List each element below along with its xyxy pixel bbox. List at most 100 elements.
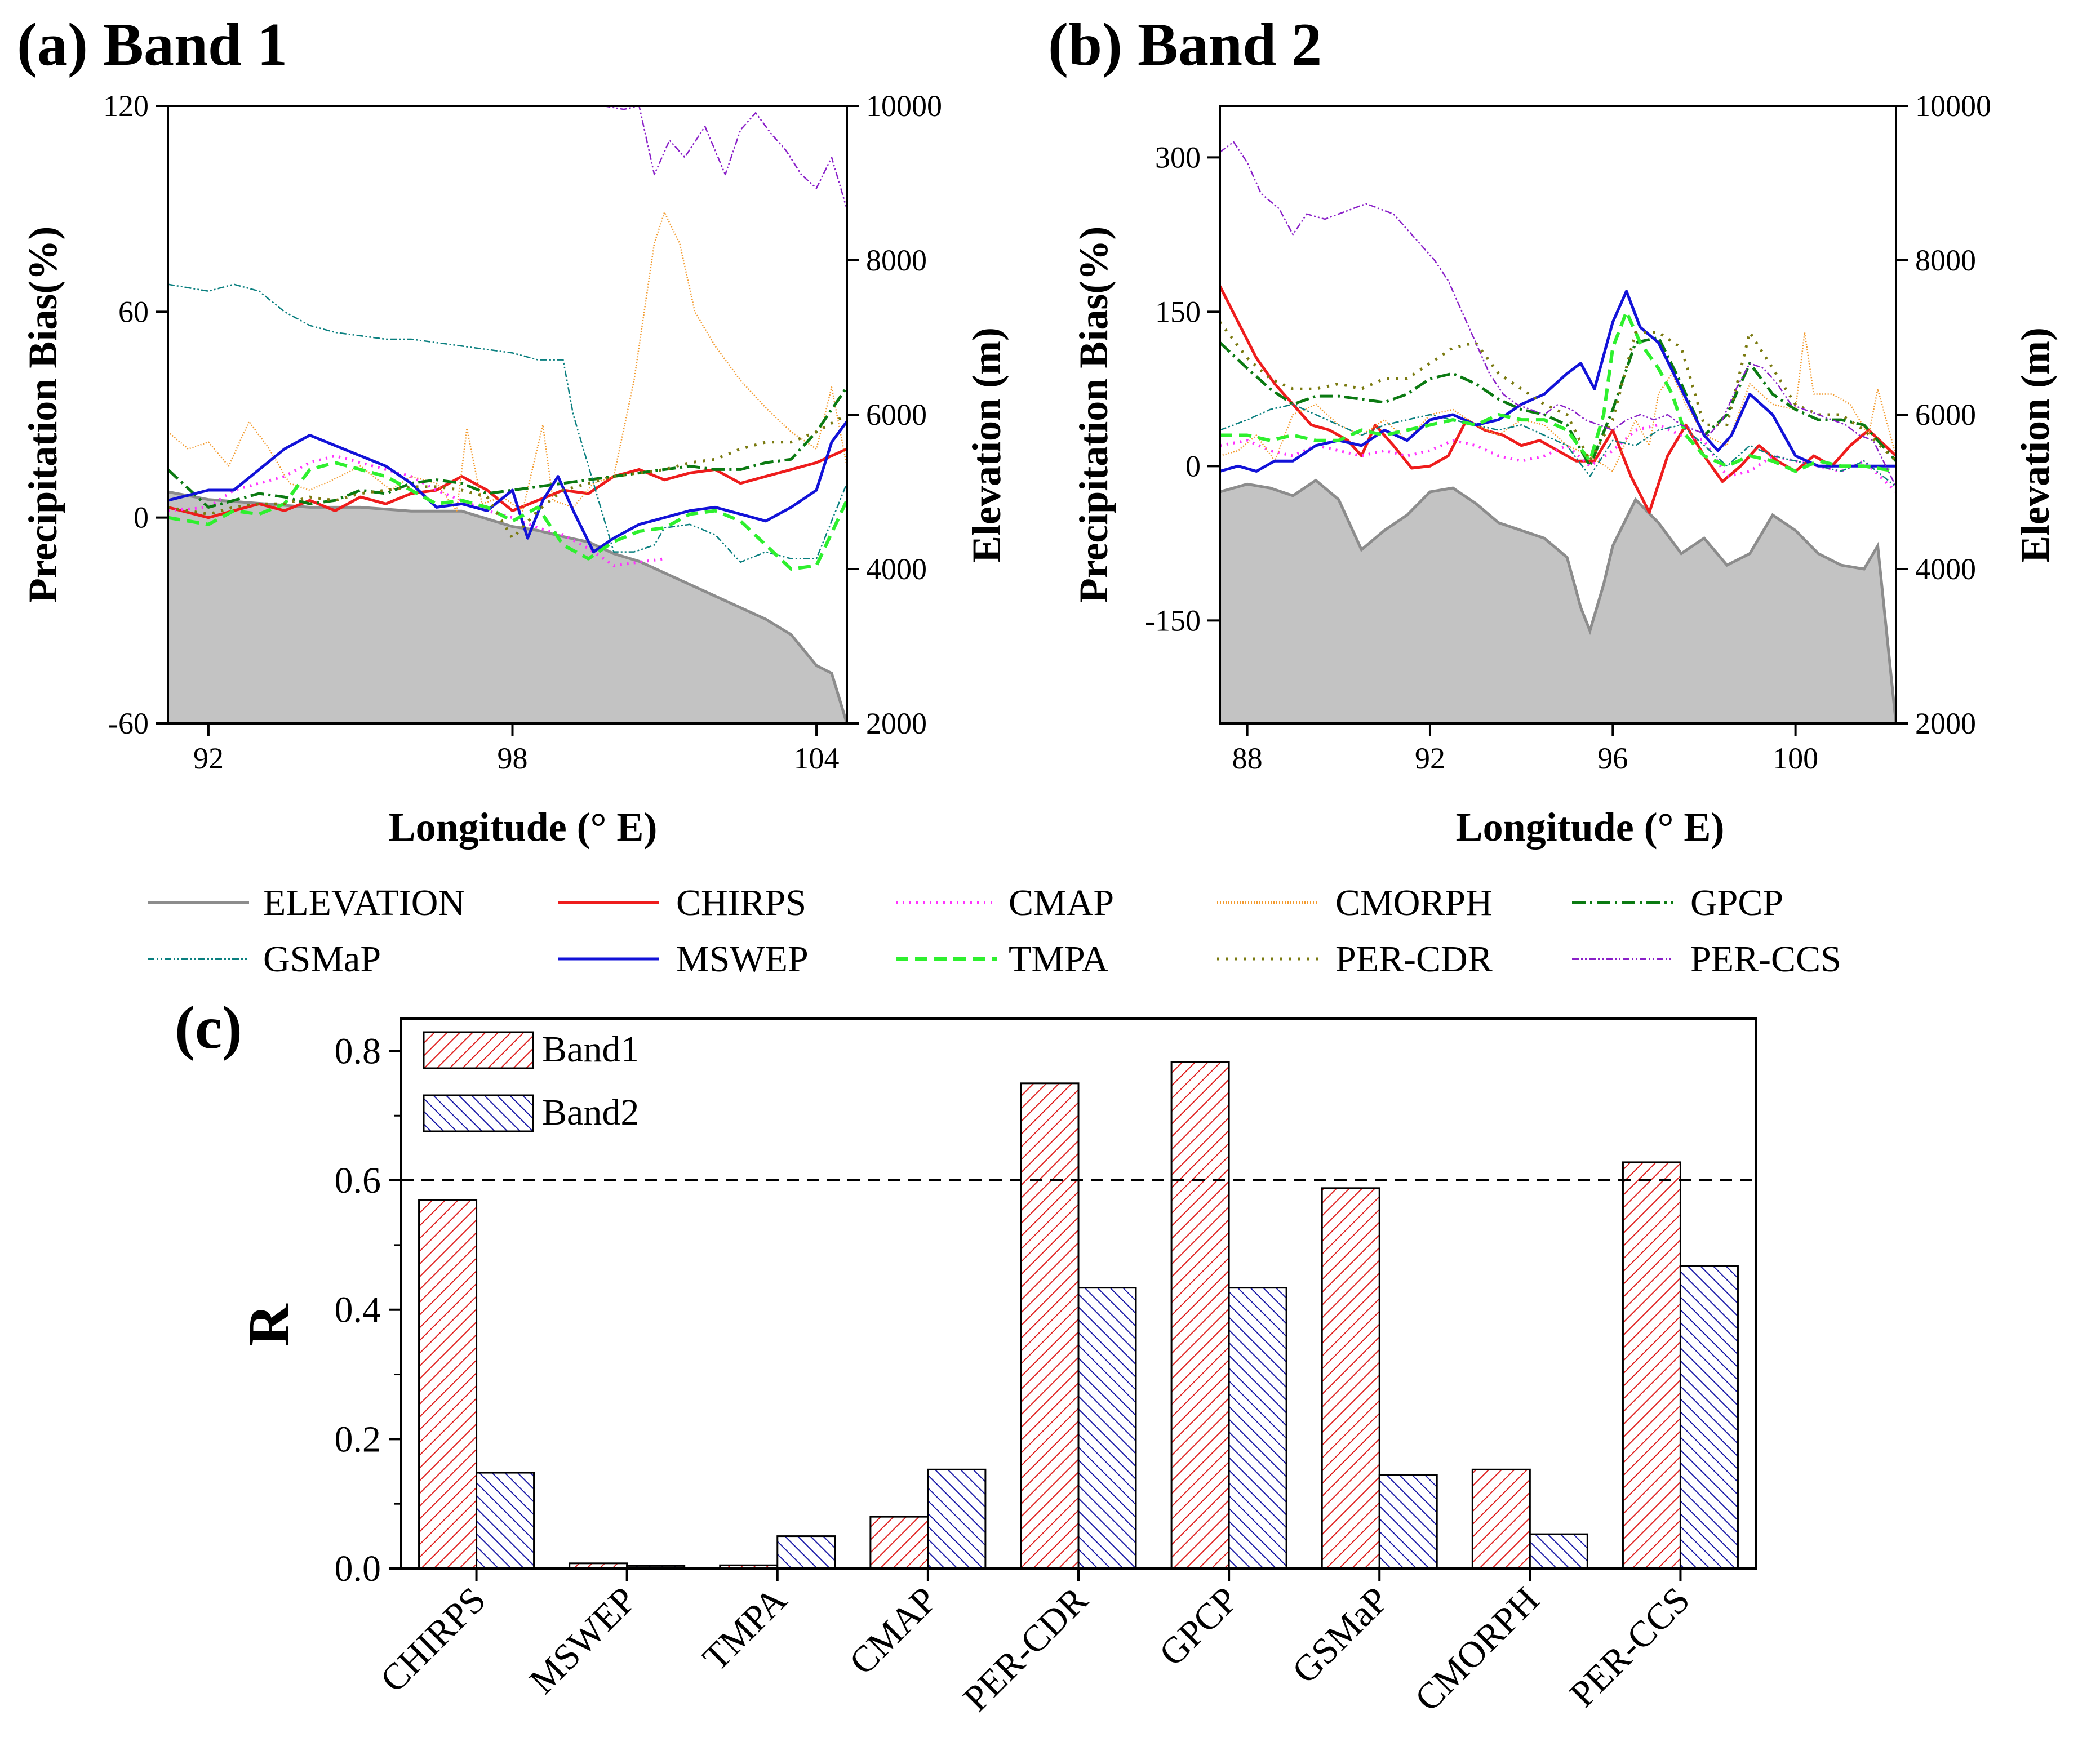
bar-band1-cmap	[869, 1516, 929, 1570]
panel-b-label: (b) Band 2	[1048, 11, 1322, 78]
a-xtick-label: 104	[794, 741, 840, 775]
legend-label-per-ccs: PER-CCS	[1690, 939, 1841, 980]
b-y2tick-label: 10000	[1915, 89, 1991, 123]
a-series-cmorph	[168, 211, 847, 512]
c-ytick-label: 0.8	[335, 1030, 381, 1072]
b-xtick-label: 92	[1415, 741, 1445, 775]
a-series-gpcp	[168, 386, 847, 509]
a-series-per-ccs	[603, 106, 847, 210]
b-ytick-label: -150	[1145, 603, 1201, 637]
a-ytick-label: 120	[103, 89, 149, 123]
legend-label-mswep: MSWEP	[676, 939, 809, 980]
c-xtick-label: GSMaP	[1284, 1579, 1396, 1691]
a-series-mswep	[168, 420, 847, 554]
panel-a-ylabel: Precipitation Bias(%)	[20, 226, 65, 603]
c-ytick-label: 0.4	[335, 1290, 381, 1331]
a-xtick-label: 92	[193, 741, 224, 775]
legend-label-cmap: CMAP	[1009, 882, 1114, 923]
b-series-chirps	[1220, 285, 1896, 514]
legend-label-band1: Band1	[542, 1029, 639, 1070]
b-ytick-label: 150	[1155, 295, 1201, 328]
a-series-tmpa	[168, 461, 847, 571]
legend-label-gsmap: GSMaP	[263, 939, 381, 980]
b-ytick-label: 0	[1185, 449, 1201, 483]
b-elevation-line	[1220, 478, 1896, 723]
bar-band1-chirps	[418, 1199, 478, 1570]
legend-swatch-band2	[423, 1094, 534, 1132]
a-elevation-area	[168, 492, 847, 723]
a-series-per-cdr	[168, 413, 847, 540]
b-y2tick-label: 4000	[1915, 552, 1976, 586]
c-xtick-label: CMAP	[842, 1579, 945, 1683]
a-y2tick-label: 2000	[866, 707, 927, 740]
legend-label-elevation: ELEVATION	[263, 882, 465, 923]
b-ytick-label: 300	[1155, 140, 1201, 174]
b-series-mswep	[1220, 290, 1896, 473]
panel-c-label: (c)	[175, 994, 242, 1061]
bar-legend: Band1 Band2	[423, 1029, 639, 1133]
legend-swatch-band1	[423, 1031, 534, 1069]
legend-label-band2: Band2	[542, 1092, 639, 1133]
b-series-gpcp	[1220, 336, 1896, 468]
legend-label-gpcp: GPCP	[1690, 882, 1783, 923]
line-legend: ELEVATION CHIRPS CMAP CMORPH GPCP GSMaP MSWEP T…	[148, 882, 1841, 980]
b-xtick-label: 96	[1597, 741, 1628, 775]
bar-band2-tmpa	[776, 1535, 836, 1570]
c-ytick-label: 0.2	[335, 1419, 381, 1460]
bar-band2-chirps	[476, 1472, 535, 1570]
bar-band2-per-ccs	[1679, 1265, 1739, 1570]
a-ytick-label: 0	[134, 501, 149, 535]
a-y2tick-label: 8000	[866, 243, 927, 277]
b-y2tick-label: 8000	[1915, 243, 1976, 277]
c-xtick-label: CMORPH	[1407, 1579, 1547, 1719]
b-series-cmorph	[1220, 331, 1896, 472]
a-ytick-label: 60	[118, 295, 149, 328]
legend-label-chirps: CHIRPS	[676, 882, 806, 923]
bar-band2-cmap	[927, 1468, 987, 1570]
b-series-per-ccs	[1220, 141, 1896, 487]
c-xtick-label: MSWEP	[522, 1579, 645, 1702]
b-xtick-label: 100	[1773, 741, 1818, 775]
panel-b: 88 92 96 100 -150 0 150 300 2000 4000 6000 8000 1000…	[1071, 89, 2058, 850]
c-xtick-label: GPCP	[1151, 1579, 1246, 1674]
panel-a-xlabel: Longitude (° E)	[389, 805, 658, 850]
c-xtick-label: PER-CDR	[956, 1579, 1096, 1719]
a-y2tick-label: 4000	[866, 552, 927, 586]
b-elevation-area	[1220, 480, 1896, 723]
c-ytick-label: 0.6	[335, 1160, 381, 1201]
panel-a: 92 98 104 -60 0 60 120 2000 4000 6000 8000 10000 Pr…	[20, 89, 1009, 850]
panel-a-y2label: Elevation (m)	[964, 327, 1009, 563]
c-ytick-label: 0.0	[335, 1548, 381, 1589]
a-ytick-label: -60	[108, 707, 149, 740]
legend-label-tmpa: TMPA	[1009, 939, 1109, 980]
bar-band2-per-cdr	[1077, 1287, 1137, 1570]
legend-label-per-cdr: PER-CDR	[1335, 939, 1493, 980]
panel-b-ylabel: Precipitation Bias(%)	[1071, 226, 1116, 603]
bar-band2-gpcp	[1228, 1287, 1287, 1570]
c-xtick-label: PER-CCS	[1562, 1579, 1698, 1715]
a-xtick-label: 98	[497, 741, 527, 775]
a-series-chirps	[168, 447, 847, 519]
bar-band1-gsmap	[1321, 1187, 1380, 1570]
bar-band1-gpcp	[1170, 1061, 1230, 1570]
bar-band1-cmorph	[1471, 1468, 1531, 1570]
b-series-gsmap	[1220, 403, 1896, 487]
panel-b-xlabel: Longitude (° E)	[1456, 805, 1725, 850]
a-y2tick-label: 10000	[866, 89, 942, 123]
b-xtick-label: 88	[1232, 741, 1263, 775]
legend-label-cmorph: CMORPH	[1335, 882, 1493, 923]
panel-c: CHIRPS MSWEP TMPA CMAP PER-CDR GPCP GSMaP CMORP…	[237, 1017, 1757, 1719]
b-series-cmap	[1220, 423, 1896, 493]
c-xtick-label: TMPA	[695, 1579, 794, 1679]
bar-band1-per-cdr	[1020, 1082, 1080, 1570]
c-xtick-label: CHIRPS	[372, 1579, 494, 1700]
panel-c-ylabel: R	[237, 1303, 301, 1347]
panel-b-y2label: Elevation (m)	[2013, 327, 2058, 563]
a-series-cmap	[168, 454, 665, 567]
b-y2tick-label: 2000	[1915, 707, 1976, 740]
panel-a-label: (a) Band 1	[17, 11, 287, 78]
bar-band2-cmorph	[1529, 1533, 1588, 1570]
a-series-gsmap	[168, 283, 847, 563]
b-series-tmpa	[1220, 310, 1896, 473]
